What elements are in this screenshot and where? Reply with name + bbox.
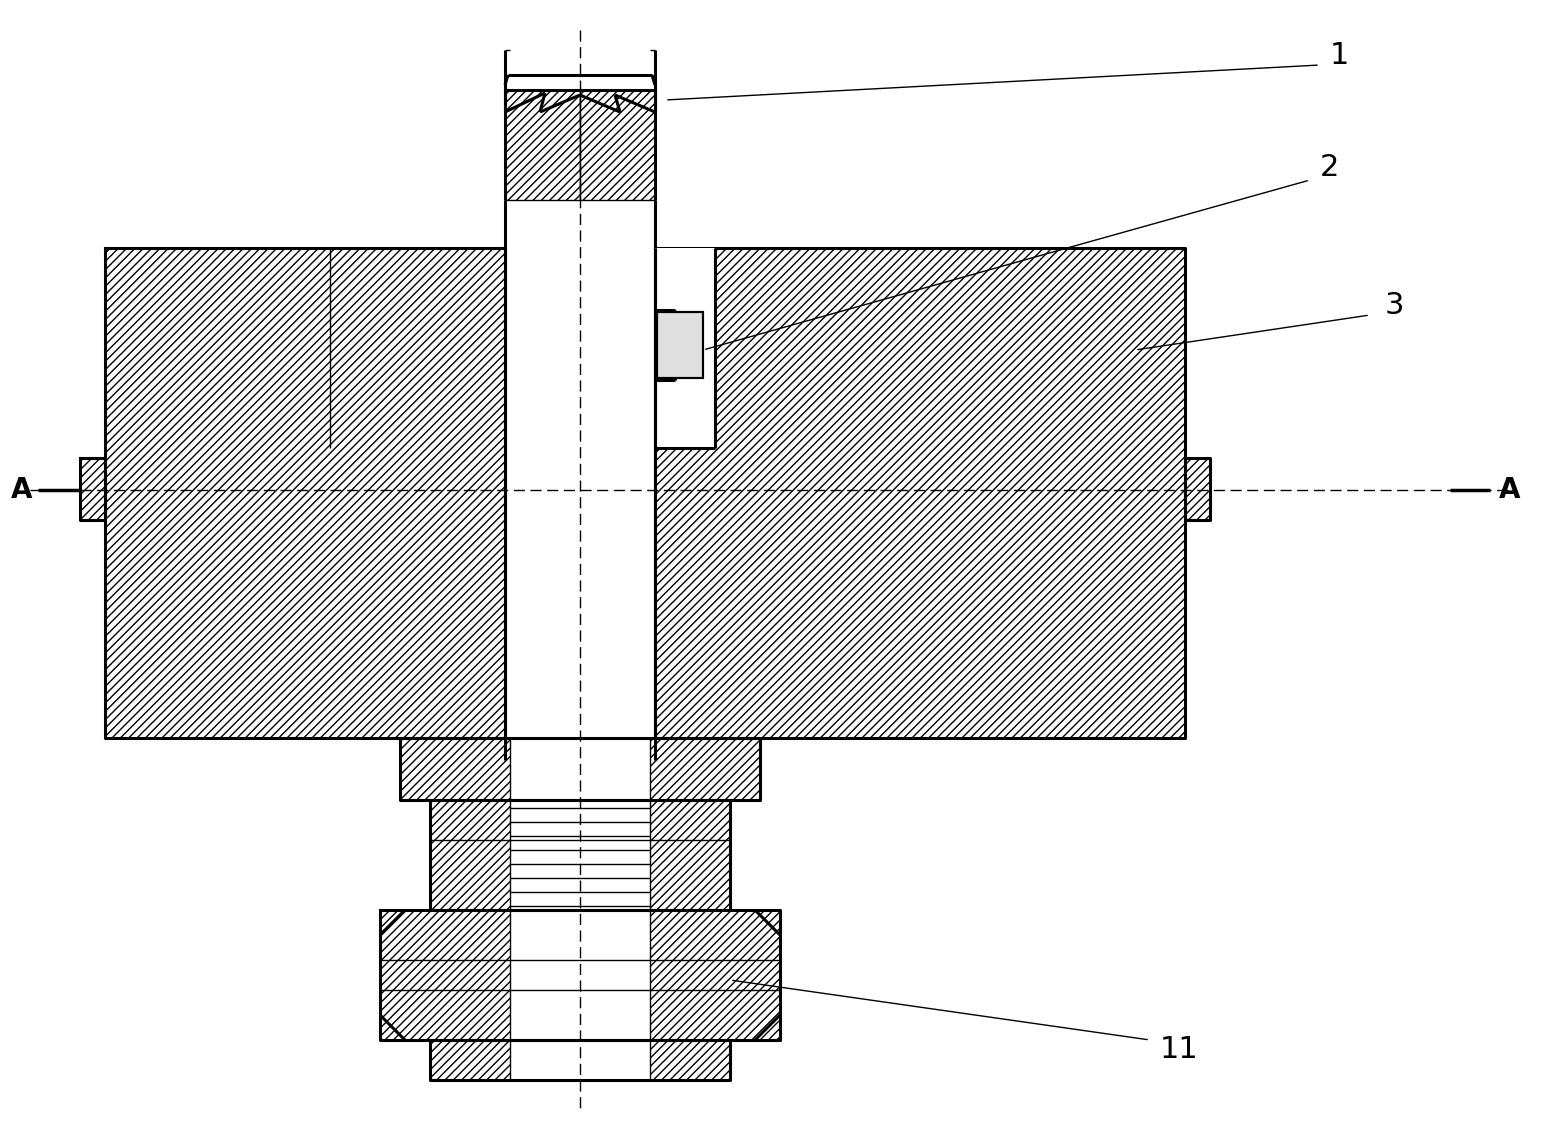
- Polygon shape: [510, 1039, 650, 1081]
- Polygon shape: [655, 248, 1184, 738]
- Polygon shape: [105, 248, 505, 738]
- Polygon shape: [581, 90, 655, 200]
- Polygon shape: [510, 911, 650, 1039]
- Polygon shape: [429, 800, 730, 911]
- Text: 1: 1: [1329, 40, 1349, 70]
- Text: 11: 11: [1160, 1036, 1198, 1065]
- Polygon shape: [510, 738, 650, 800]
- Polygon shape: [658, 311, 703, 378]
- Polygon shape: [400, 738, 760, 800]
- Polygon shape: [505, 90, 581, 200]
- Text: 3: 3: [1385, 291, 1405, 319]
- Polygon shape: [505, 248, 655, 738]
- Text: A: A: [11, 476, 32, 504]
- Polygon shape: [1184, 458, 1210, 520]
- Text: 2: 2: [1320, 154, 1339, 183]
- Text: A: A: [1499, 476, 1521, 504]
- Polygon shape: [80, 458, 105, 520]
- Polygon shape: [380, 911, 780, 1039]
- Polygon shape: [510, 800, 650, 911]
- Polygon shape: [655, 248, 715, 448]
- Polygon shape: [429, 1039, 730, 1081]
